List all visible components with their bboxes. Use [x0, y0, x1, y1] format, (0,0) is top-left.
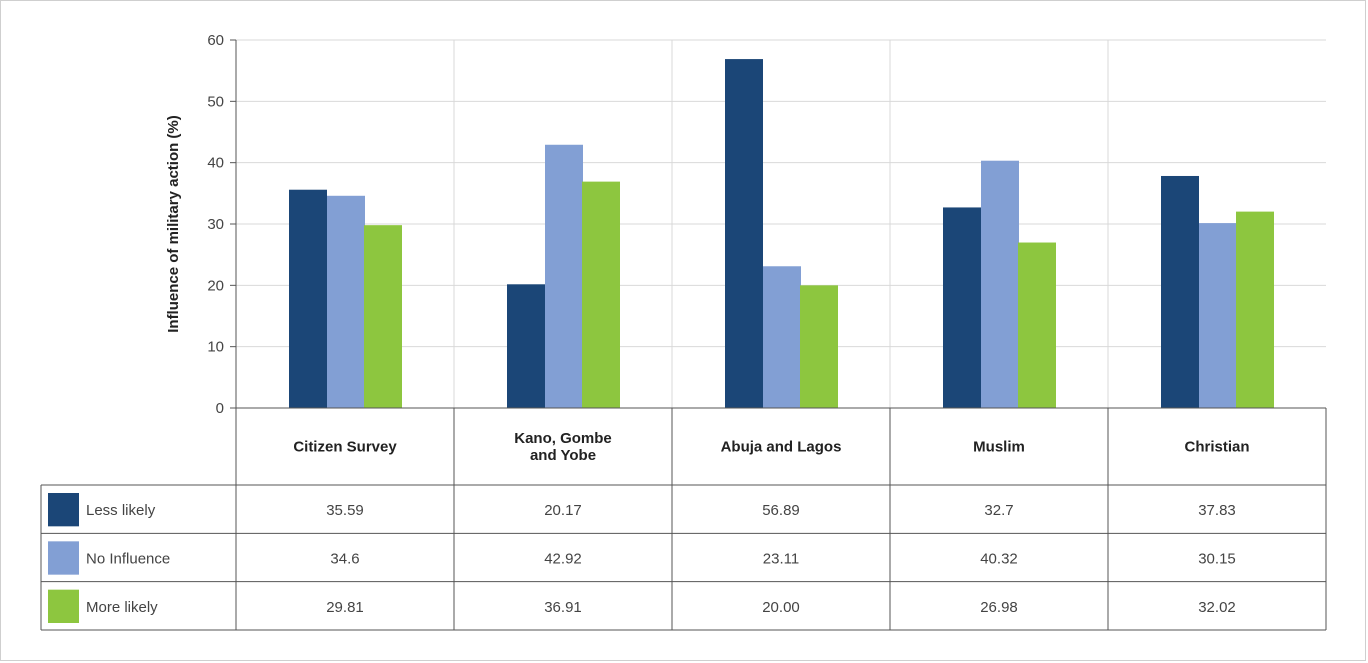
bar [1199, 223, 1237, 408]
data-label: 36.91 [544, 599, 582, 616]
legend-label: More likely [86, 599, 158, 616]
y-tick-label: 50 [207, 93, 224, 110]
data-label: 20.00 [762, 599, 800, 616]
category-label: and Yobe [530, 447, 596, 464]
data-label: 20.17 [544, 502, 582, 519]
category-label: Citizen Survey [293, 439, 397, 456]
bar [582, 181, 620, 408]
data-label: 34.6 [330, 551, 359, 568]
data-label: 32.7 [984, 502, 1013, 519]
bar [981, 160, 1019, 408]
bar [327, 195, 365, 408]
bar [725, 59, 763, 408]
legend-label: Less likely [86, 502, 156, 519]
data-label: 29.81 [326, 599, 364, 616]
bar [545, 144, 583, 409]
y-tick-label: 0 [216, 400, 224, 417]
data-label: 56.89 [762, 502, 800, 519]
data-label: 32.02 [1198, 599, 1236, 616]
data-label: 30.15 [1198, 551, 1236, 568]
category-label: Abuja and Lagos [721, 439, 842, 456]
bar [1161, 175, 1199, 408]
y-tick-label: 20 [207, 277, 224, 294]
y-tick-label: 60 [207, 32, 224, 49]
legend-label: No Influence [86, 551, 170, 568]
bar [1236, 211, 1274, 408]
category-label: Muslim [973, 439, 1025, 456]
data-label: 35.59 [326, 502, 364, 519]
data-label: 40.32 [980, 551, 1018, 568]
data-label: 42.92 [544, 551, 582, 568]
y-tick-label: 10 [207, 339, 224, 356]
bar [507, 284, 545, 408]
legend-swatch [48, 493, 79, 527]
data-label: 26.98 [980, 599, 1018, 616]
bar [1018, 242, 1056, 408]
bar [943, 207, 981, 408]
legend-swatch [48, 541, 79, 575]
bar [364, 225, 402, 408]
bar [763, 266, 801, 408]
y-axis-title: Influence of military action (%) [165, 115, 182, 333]
data-label: 23.11 [763, 551, 799, 568]
y-tick-label: 30 [207, 216, 224, 233]
category-label: Kano, Gombe [514, 430, 612, 447]
bar [289, 189, 327, 408]
data-label: 37.83 [1198, 502, 1236, 519]
y-tick-label: 40 [207, 155, 224, 172]
legend-swatch [48, 589, 79, 623]
category-label: Christian [1184, 439, 1249, 456]
bar [800, 285, 838, 408]
